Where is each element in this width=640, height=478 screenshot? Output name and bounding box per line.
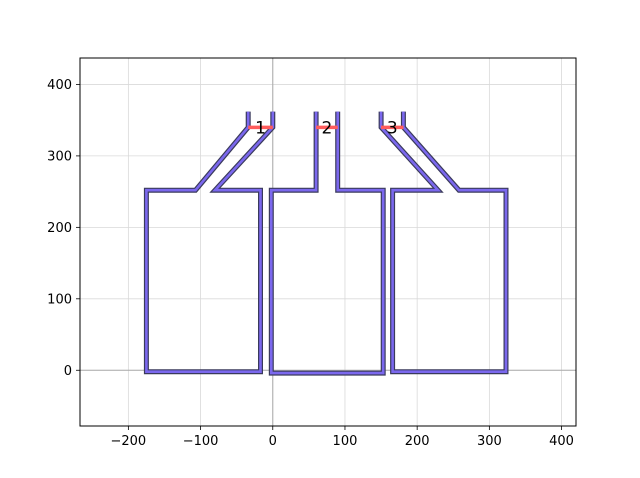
conductor-outline-1 xyxy=(143,111,276,375)
conductor-trace-3 xyxy=(379,111,508,374)
y-tick-label: 200 xyxy=(47,221,72,236)
x-tick-label: −200 xyxy=(111,434,147,449)
conductor-outline-3 xyxy=(378,111,509,375)
tick-marks: −200 −100 0 100 200 300 400 0 100 200 300 400 xyxy=(47,78,574,449)
y-tick-label: 300 xyxy=(47,149,72,164)
y-tick-label: 400 xyxy=(47,78,72,93)
conductor-trace-2 xyxy=(269,111,385,375)
plot-area-frame xyxy=(79,57,577,427)
y-tick-label: 0 xyxy=(64,364,72,379)
port-2-label: 2 xyxy=(322,118,333,138)
port-markers: 1 2 3 xyxy=(248,118,404,138)
x-tick-label: 100 xyxy=(333,434,358,449)
x-tick-label: 0 xyxy=(269,434,277,449)
x-tick-label: 400 xyxy=(549,434,574,449)
x-tick-label: 300 xyxy=(477,434,502,449)
conductor-outline-2 xyxy=(268,111,386,376)
y-tick-label: 100 xyxy=(47,292,72,307)
x-tick-label: 200 xyxy=(405,434,430,449)
port-1-label: 1 xyxy=(255,118,266,138)
port-3-label: 3 xyxy=(387,118,398,138)
conductor-trace-1 xyxy=(145,111,275,374)
conductor-shapes xyxy=(143,111,509,376)
x-tick-label: −100 xyxy=(183,434,219,449)
